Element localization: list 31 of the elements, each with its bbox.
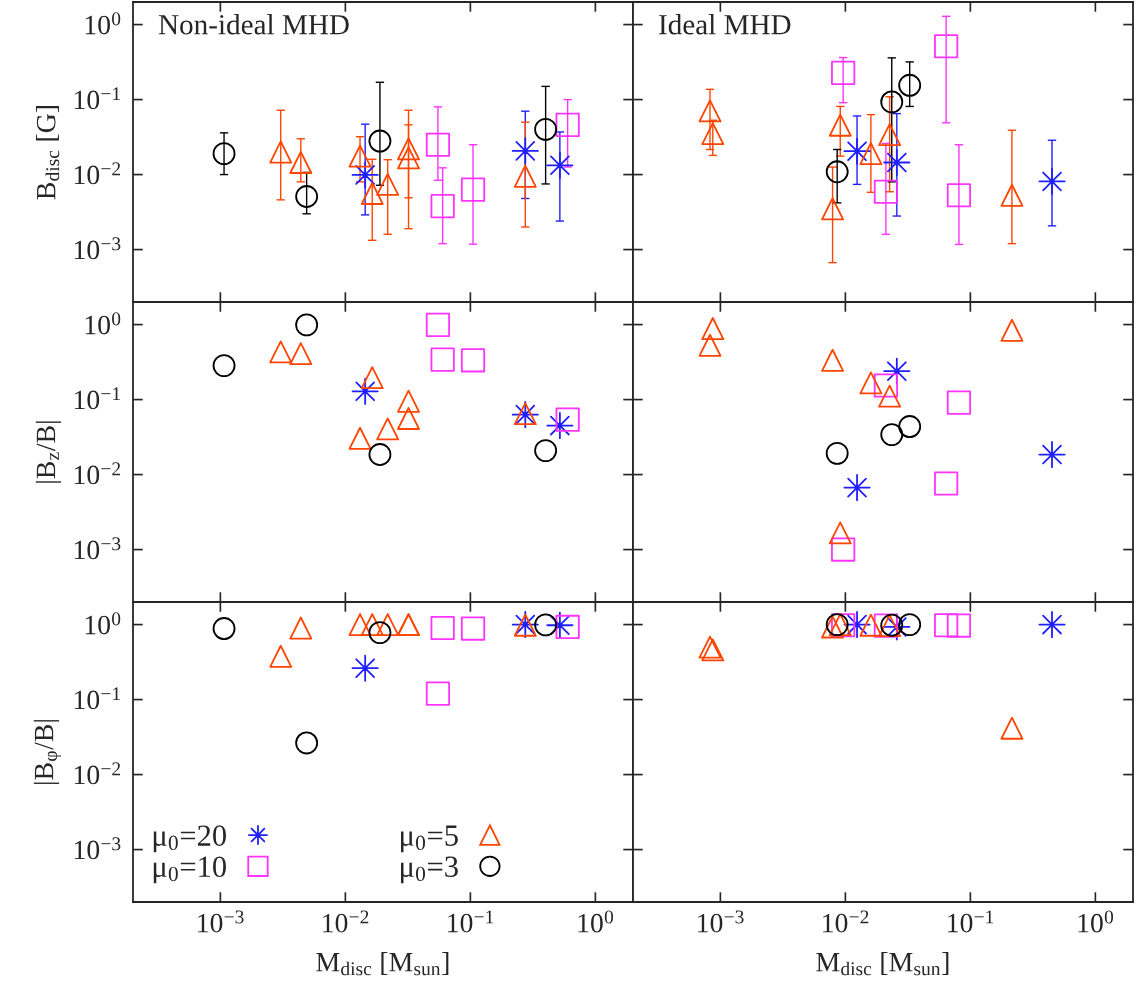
- annotation: Ideal MHD: [659, 14, 791, 35]
- y-tick-label: 10$^{−3}$: [74, 837, 121, 860]
- x-tick-label: 10$^{−1}$: [948, 910, 994, 933]
- y-tick-label: 10$^{−3}$: [74, 537, 121, 560]
- x-tick-label: 10$^{0}$: [578, 910, 614, 933]
- legend-label: μ$_{0}$=10: [153, 856, 226, 884]
- y-axis-title: |B$_{z}$/B|: [35, 421, 62, 483]
- y-tick-label: 10$^{0}$: [85, 612, 121, 635]
- y-tick-label: 10$^{0}$: [85, 12, 121, 35]
- legend-label: μ$_{0}$=20: [153, 825, 226, 853]
- y-tick-label: 10$^{−3}$: [74, 237, 121, 260]
- y-axis-title: B$_{disc}$ [G]: [35, 106, 60, 200]
- y-tick-label: 10$^{−1}$: [74, 387, 120, 410]
- x-tick-label: 10$^{0}$: [1078, 910, 1114, 933]
- y-tick-label: 10$^{−2}$: [74, 462, 121, 485]
- legend-label: μ$_{0}$=3: [401, 856, 458, 884]
- x-axis-title: M$_{disc}$ [M$_{sun}$]: [816, 952, 949, 976]
- x-tick-label: 10$^{−2}$: [323, 910, 369, 933]
- y-tick-label: 10$^{−1}$: [74, 687, 120, 710]
- x-tick-label: 10$^{−3}$: [698, 910, 744, 933]
- x-tick-label: 10$^{−1}$: [448, 910, 494, 933]
- y-tick-label: 10$^{−2}$: [74, 762, 121, 785]
- x-axis-title: M$_{disc}$ [M$_{sun}$]: [316, 952, 449, 976]
- y-tick-label: 10$^{−2}$: [74, 162, 121, 185]
- y-axis-title: |B$_{φ}$/B|: [33, 720, 62, 784]
- x-tick-label: 10$^{−2}$: [823, 910, 869, 933]
- annotation: Non-ideal MHD: [158, 14, 349, 35]
- legend-label: μ$_{0}$=5: [401, 825, 458, 853]
- x-tick-label: 10$^{−3}$: [198, 910, 244, 933]
- y-tick-label: 10$^{0}$: [85, 312, 121, 335]
- y-tick-label: 10$^{−1}$: [74, 87, 120, 110]
